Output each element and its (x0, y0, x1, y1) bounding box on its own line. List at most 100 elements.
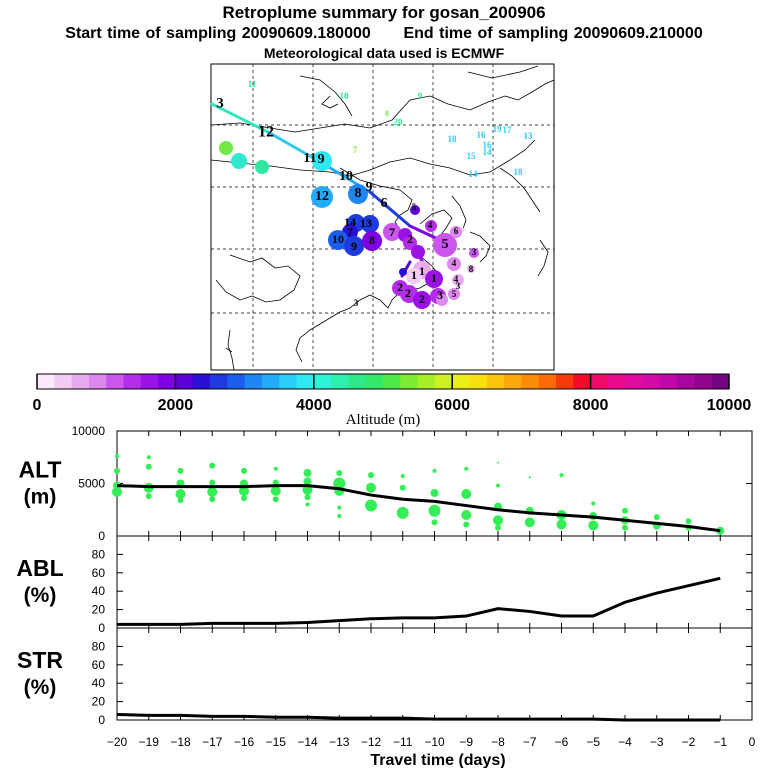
altitude-point (399, 484, 406, 491)
panel-frame (116, 627, 753, 721)
plume-circle (311, 186, 333, 208)
altitude-point (430, 488, 439, 497)
map-day-label: 6 (381, 196, 388, 211)
map-day-label: 4 (452, 258, 457, 268)
plume-circle (219, 141, 233, 155)
colorbar-tick-label: 10000 (707, 397, 752, 414)
colorbar-swatch (573, 374, 592, 389)
colorbar-swatch (659, 374, 678, 389)
y-tick-label: 0 (98, 713, 105, 727)
altitude-point (336, 470, 343, 476)
plume-circle (312, 151, 332, 171)
colorbar-swatch (521, 374, 540, 389)
panel-alt: 0 5000 10000 ALT (m) (18, 424, 753, 543)
colorbar-swatch (556, 374, 574, 389)
colorbar-swatch (261, 374, 280, 389)
x-tick-label: −10 (424, 735, 445, 749)
panel-title: STR (17, 647, 63, 673)
altitude-point (241, 467, 247, 474)
colorbar-swatch (331, 374, 349, 389)
y-tick-label: 10000 (72, 424, 106, 438)
altitude-point (114, 467, 120, 474)
map-day-label: 10 (340, 91, 350, 101)
map-day-label: 6 (454, 226, 459, 236)
x-tick-label: −11 (393, 735, 413, 749)
altitude-point (556, 519, 567, 530)
plume-circle (410, 205, 420, 215)
x-tick-label: −3 (650, 735, 664, 749)
altitude-point (177, 467, 184, 474)
altitude-point (432, 468, 437, 473)
map-day-label: 3 (456, 281, 461, 291)
altitude-point (368, 472, 374, 479)
altitude-point (685, 518, 692, 525)
plume-circle (361, 215, 379, 233)
panel-unit: (%) (24, 584, 57, 607)
colorbar-swatch (88, 374, 107, 389)
map-day-label: 14 (469, 169, 479, 179)
panel-frame (116, 535, 753, 629)
plume-circle (406, 268, 422, 284)
map-day-label: 3 (216, 95, 224, 111)
colorbar-swatch (37, 374, 55, 389)
colorbar-swatch (279, 374, 297, 389)
altitude-point (241, 495, 247, 502)
x-tick-label: −7 (523, 735, 537, 749)
map-day-label: 16 (483, 140, 493, 150)
plume-circle (383, 223, 401, 241)
map-day-label: 9 (366, 180, 373, 195)
colorbar-swatch (383, 374, 401, 389)
map-day-label: 19 (493, 124, 503, 134)
altitude-point (303, 469, 312, 477)
y-tick-label: 80 (92, 639, 106, 653)
map-day-label: 11 (248, 79, 257, 89)
altitude-point (461, 510, 472, 520)
altitude-point (303, 477, 312, 486)
altitude-point (209, 479, 216, 486)
altitude-colorbar: 0 2000 4000 6000 8000 10000 Altitude (m) (33, 373, 752, 428)
colorbar-swatch (417, 374, 436, 389)
time-series-panels: 0 5000 10000 ALT (m) 0 20 40 60 80 ABL (%) 0 20 40 60 80… (16, 424, 755, 768)
altitude-point (496, 483, 500, 488)
plume-circles (219, 141, 479, 309)
x-tick-label: −19 (139, 735, 160, 749)
map-day-label: 12 (258, 124, 274, 141)
map-day-label: 3 (437, 288, 443, 302)
altitude-point (588, 520, 599, 531)
end-label: End time of sampling (403, 25, 569, 42)
map-day-label: 14 (483, 147, 493, 157)
colorbar-swatch (313, 374, 332, 389)
altitude-point (177, 497, 184, 504)
colorbar-swatch (106, 374, 124, 389)
x-tick-label: −12 (361, 735, 382, 749)
plume-circle (452, 274, 464, 286)
altitude-point (112, 486, 122, 497)
map-day-label: 14 (344, 215, 356, 229)
map-day-label: 10 (339, 169, 353, 184)
start-label: Start time of sampling (65, 25, 237, 42)
map-day-label: 9 (418, 91, 423, 101)
plume-circle (425, 270, 443, 288)
altitude-point (461, 489, 472, 499)
altitude-point (463, 521, 470, 528)
plume-circle (413, 291, 431, 309)
str-line (116, 712, 721, 722)
colorbar-tick-label: 8000 (573, 397, 609, 414)
altitude-point (272, 479, 279, 486)
map-day-label: 18 (514, 167, 524, 177)
map-day-label: 7 (389, 225, 395, 239)
panel-title: ALT (18, 457, 61, 483)
y-tick-label: 80 (92, 547, 106, 561)
map-day-label: 7 (347, 225, 353, 239)
y-tick-label: 40 (92, 584, 106, 598)
colorbar-swatch (590, 374, 609, 389)
x-tick-label: −13 (329, 735, 350, 749)
y-tick-label: 5000 (78, 477, 105, 491)
chart-title: Retroplume summary for gosan_200906 (222, 3, 546, 22)
altitude-mean-line (116, 484, 721, 533)
plume-circle (362, 231, 382, 251)
altitude-point (464, 466, 469, 471)
colorbar-swatch (452, 374, 470, 389)
end-value: 20090609.210000 (573, 25, 703, 42)
